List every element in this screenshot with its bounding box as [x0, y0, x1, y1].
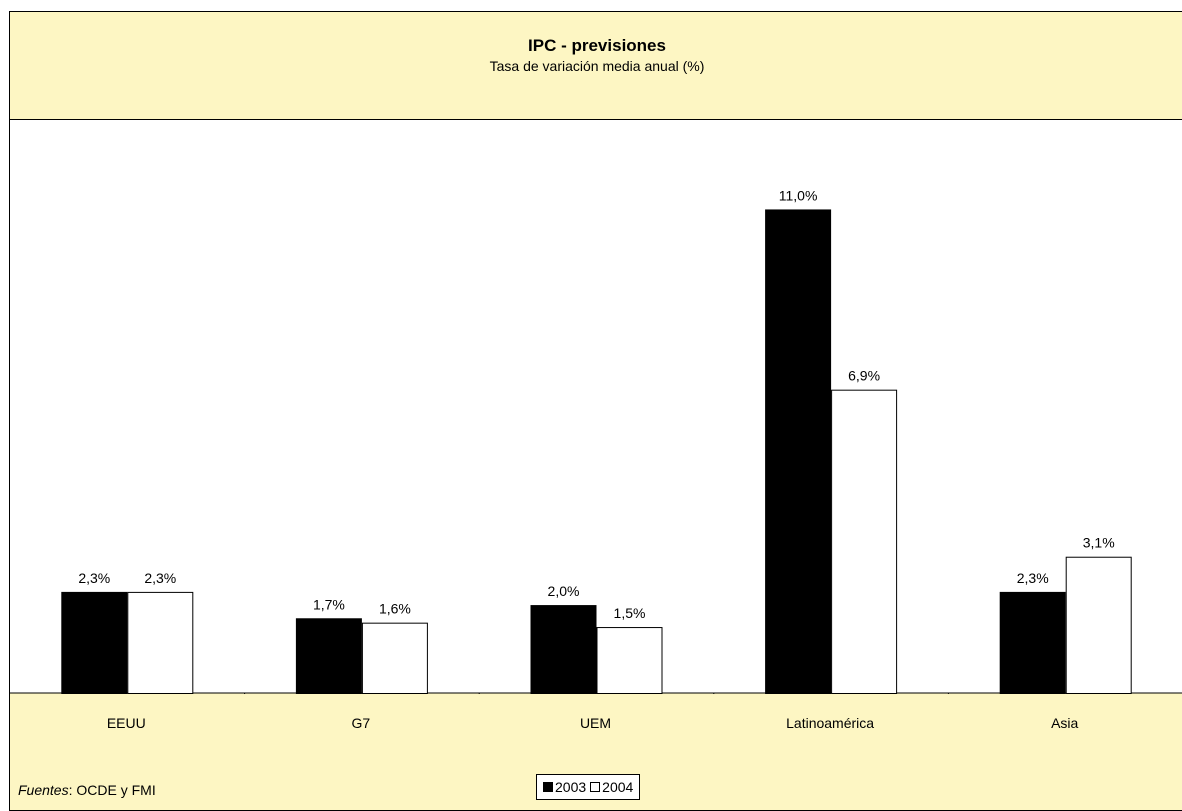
source-label: Fuentes	[18, 782, 69, 798]
legend: 2003 2004	[536, 774, 641, 800]
plot-area: 2,3% 2,3% 1,7% 1,6% 2,0% 1,5% 11,0% 6,9% 2,3% 3,1…	[9, 119, 1182, 694]
x-tick-label: EEUU	[107, 715, 146, 731]
source-note: Fuentes: OCDE y FMI	[18, 782, 156, 798]
bar-chart: 2,3% 2,3% 1,7% 1,6% 2,0% 1,5% 11,0% 6,9% 2,3% 3,1…	[10, 187, 1182, 694]
x-tick-label: Asia	[1051, 715, 1078, 731]
x-axis-labels: EEUU G7 UEM Latinoamérica Asia	[107, 715, 1079, 731]
chart-subtitle: Tasa de variación media anual (%)	[489, 58, 705, 74]
bar-g7-2004	[361, 622, 428, 694]
data-label-eeuu-2004: 2,3%	[144, 570, 176, 586]
bar-eeuu-2003	[61, 591, 128, 694]
bar-eeuu-2004	[127, 591, 194, 694]
data-label-uem-2003: 2,0%	[548, 583, 580, 599]
title-block: IPC - previsiones Tasa de variación medi…	[10, 36, 1182, 75]
bar-asia-2004	[1065, 556, 1132, 694]
bar-latinoamérica-2003	[765, 209, 832, 694]
bar-asia-2003	[999, 591, 1066, 694]
bar-g7-2003	[295, 618, 362, 694]
legend-label-2003: 2003	[555, 779, 587, 795]
data-label-latinoamérica-2004: 6,9%	[848, 368, 880, 384]
data-label-g7-2003: 1,7%	[313, 596, 345, 612]
x-tick-label: G7	[352, 715, 371, 731]
data-label-uem-2004: 1,5%	[614, 605, 646, 621]
bar-latinoamérica-2004	[831, 389, 898, 694]
source-text: : OCDE y FMI	[68, 782, 156, 798]
x-tick-label: UEM	[580, 715, 611, 731]
legend-label-2004: 2004	[602, 779, 634, 795]
data-label-eeuu-2003: 2,3%	[78, 570, 110, 586]
legend-swatch-2004	[590, 782, 601, 792]
data-label-g7-2004: 1,6%	[379, 601, 411, 617]
legend-swatch-2003	[543, 782, 553, 792]
x-tick-label: Latinoamérica	[786, 715, 874, 731]
bar-uem-2004	[596, 627, 663, 694]
bar-uem-2003	[530, 605, 597, 694]
legend-item-2004: 2004	[590, 779, 633, 795]
data-label-asia-2004: 3,1%	[1083, 535, 1115, 551]
data-label-latinoamérica-2003: 11,0%	[779, 187, 818, 203]
legend-item-2003: 2003	[543, 779, 586, 795]
data-label-asia-2003: 2,3%	[1017, 570, 1049, 586]
chart-title: IPC - previsiones	[528, 36, 666, 55]
